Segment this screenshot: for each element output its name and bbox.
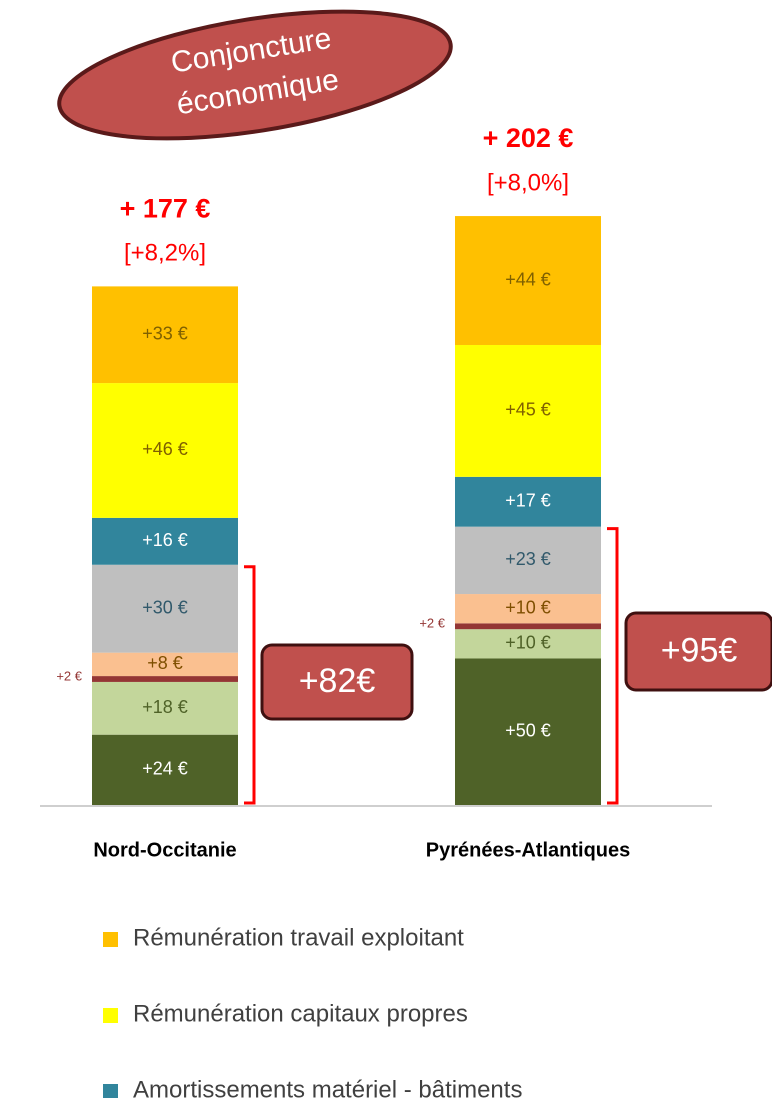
bar-segment — [92, 286, 238, 384]
value-label: +44 € — [505, 269, 551, 289]
bracket-label: +82€ — [299, 662, 376, 700]
total-label: + 177 € — [120, 194, 211, 224]
legend-swatch — [103, 932, 118, 947]
bar-segment — [455, 594, 601, 624]
legend-label: Rémunération capitaux propres — [133, 1000, 468, 1027]
bar-segment — [92, 564, 238, 653]
legend-swatch — [103, 1084, 118, 1098]
value-label: +33 € — [142, 323, 188, 343]
bar-segment — [455, 623, 601, 630]
bracket-box — [260, 643, 414, 721]
bar-segment — [455, 344, 601, 477]
percent-label: [+8,2%] — [124, 240, 206, 267]
value-label: +2 € — [56, 668, 82, 683]
value-label: +2 € — [419, 616, 445, 631]
value-label: +50 € — [505, 721, 551, 741]
value-label: +24 € — [142, 759, 188, 779]
legend-label: Amortissements matériel - bâtiments — [133, 1076, 522, 1098]
value-label: +45 € — [505, 400, 551, 420]
bracket-label: +95€ — [661, 631, 738, 669]
bar-segment — [455, 476, 601, 527]
title-ellipse — [57, 9, 453, 141]
bracket — [244, 565, 256, 805]
bar-segment — [92, 383, 238, 518]
bracket — [607, 527, 619, 805]
bar-segment — [455, 216, 601, 345]
value-label: +18 € — [142, 697, 188, 717]
bar-segment — [92, 652, 238, 677]
bar-segment — [455, 526, 601, 595]
bar-segment — [92, 676, 238, 682]
value-label: +16 € — [142, 530, 188, 550]
category-label: Nord-Occitanie — [93, 839, 236, 861]
total-label: + 202 € — [483, 123, 574, 153]
value-label: +10 € — [505, 633, 551, 653]
bar-segment — [92, 734, 238, 805]
title-badge: Conjoncture économique — [57, 9, 453, 141]
value-label: +10 € — [505, 597, 551, 617]
bar-segment — [455, 629, 601, 659]
category-label: Pyrénées-Atlantiques — [426, 839, 631, 861]
bar-segment — [92, 517, 238, 565]
value-label: +46 € — [142, 439, 188, 459]
legend-swatch — [103, 1008, 118, 1023]
value-label: +17 € — [505, 490, 551, 510]
bracket-box — [624, 611, 772, 692]
value-label: +23 € — [505, 549, 551, 569]
value-label: +30 € — [142, 597, 188, 617]
value-label: +8 € — [147, 653, 183, 673]
legend-label: Rémunération travail exploitant — [133, 924, 464, 951]
bar-segment — [92, 681, 238, 735]
percent-label: [+8,0%] — [487, 169, 569, 196]
bar-segment — [455, 658, 601, 805]
